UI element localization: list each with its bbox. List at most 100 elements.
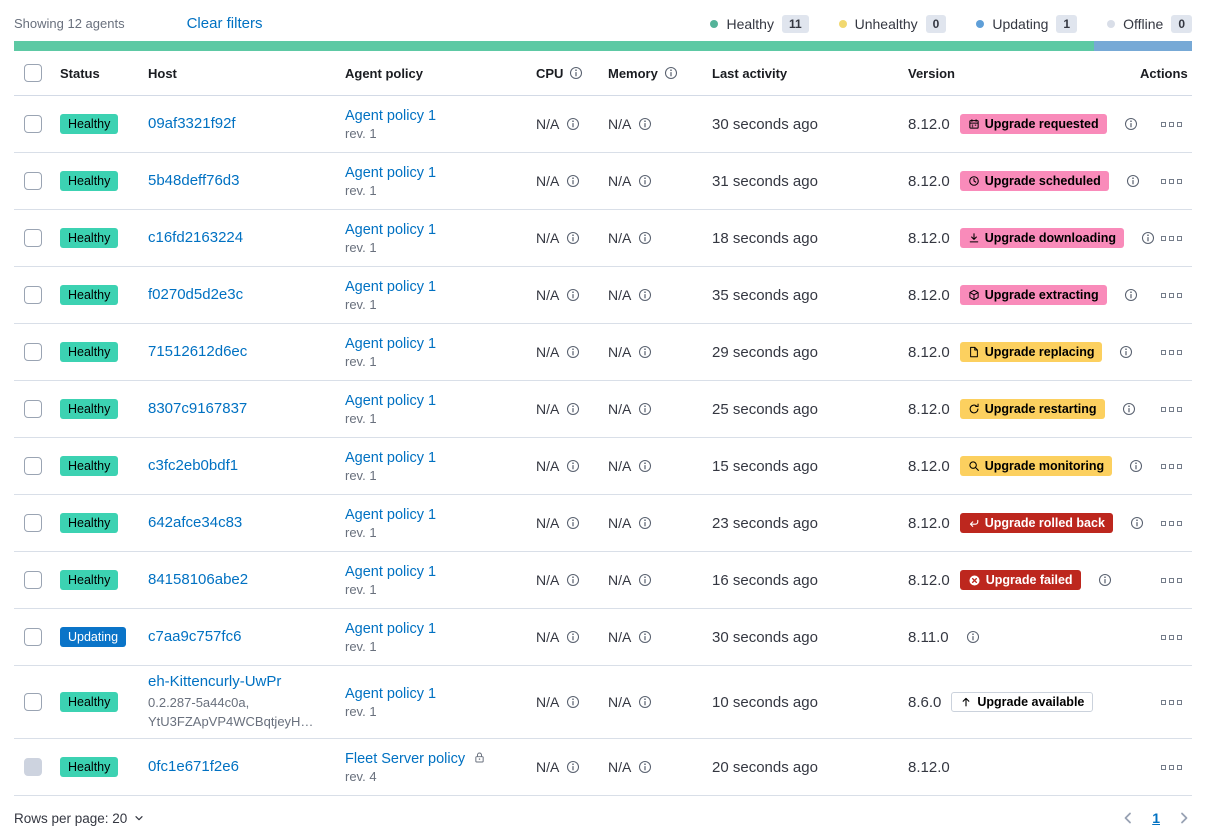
info-icon[interactable] <box>638 231 652 245</box>
row-checkbox[interactable] <box>24 115 42 133</box>
previous-page-button[interactable] <box>1120 810 1136 826</box>
row-checkbox[interactable] <box>24 758 42 777</box>
upgrade-info-icon[interactable] <box>1119 345 1133 359</box>
clear-filters-link[interactable]: Clear filters <box>186 15 263 32</box>
last-activity-value: 10 seconds ago <box>712 693 818 711</box>
info-icon[interactable] <box>638 174 652 188</box>
upgrade-info-icon[interactable] <box>1122 402 1136 416</box>
host-link[interactable]: c7aa9c757fc6 <box>148 627 242 645</box>
host-link[interactable]: 642afce34c83 <box>148 513 243 531</box>
host-link[interactable]: 0fc1e671f2e6 <box>148 758 239 776</box>
actions-menu-button[interactable] <box>1161 121 1182 127</box>
row-checkbox[interactable] <box>24 628 42 646</box>
info-icon[interactable] <box>638 402 652 416</box>
info-icon[interactable] <box>566 695 580 709</box>
agent-policy-link[interactable]: Agent policy 1 <box>345 506 437 523</box>
actions-menu-button[interactable] <box>1161 577 1182 583</box>
legend-item-offline[interactable]: Offline 0 <box>1107 14 1192 33</box>
agent-policy-link[interactable]: Agent policy 1 <box>345 335 437 352</box>
actions-menu-button[interactable] <box>1161 235 1182 241</box>
agent-policy-link[interactable]: Fleet Server policy <box>345 750 466 767</box>
row-checkbox[interactable] <box>24 286 42 304</box>
info-icon[interactable] <box>638 288 652 302</box>
info-icon[interactable] <box>638 459 652 473</box>
agent-policy-link[interactable]: Agent policy 1 <box>345 620 437 637</box>
select-all-checkbox[interactable] <box>24 64 42 82</box>
actions-menu-button[interactable] <box>1161 634 1182 640</box>
host-link[interactable]: c16fd2163224 <box>148 228 244 246</box>
row-checkbox[interactable] <box>24 172 42 190</box>
info-icon[interactable] <box>638 760 652 774</box>
info-icon[interactable] <box>569 66 583 80</box>
info-icon[interactable] <box>566 345 580 359</box>
page-number-1[interactable]: 1 <box>1152 810 1160 827</box>
agent-policy-link[interactable]: Agent policy 1 <box>345 107 437 124</box>
legend-item-unhealthy[interactable]: Unhealthy 0 <box>838 14 947 33</box>
actions-menu-button[interactable] <box>1161 406 1182 412</box>
upgrade-info-icon[interactable] <box>1124 288 1138 302</box>
info-icon[interactable] <box>638 345 652 359</box>
row-checkbox[interactable] <box>24 514 42 532</box>
host-link[interactable]: 84158106abe2 <box>148 570 249 588</box>
actions-menu-button[interactable] <box>1161 520 1182 526</box>
agent-policy-link[interactable]: Agent policy 1 <box>345 221 437 238</box>
actions-menu-button[interactable] <box>1161 463 1182 469</box>
row-checkbox[interactable] <box>24 571 42 589</box>
row-checkbox[interactable] <box>24 343 42 361</box>
agent-policy-link[interactable]: Agent policy 1 <box>345 392 437 409</box>
actions-menu-button[interactable] <box>1161 349 1182 355</box>
host-link[interactable]: 71512612d6ec <box>148 342 248 360</box>
next-page-button[interactable] <box>1176 810 1192 826</box>
upgrade-info-icon[interactable] <box>1124 117 1138 131</box>
agent-policy-link[interactable]: Agent policy 1 <box>345 278 437 295</box>
row-checkbox[interactable] <box>24 400 42 418</box>
info-icon[interactable] <box>566 459 580 473</box>
host-link[interactable]: c3fc2eb0bdf1 <box>148 456 239 474</box>
table-body: Healthy 09af3321f92f Agent policy 1 rev.… <box>14 96 1192 797</box>
upgrade-info-icon[interactable] <box>1098 573 1112 587</box>
host-link[interactable]: 09af3321f92f <box>148 114 236 132</box>
info-icon[interactable] <box>638 516 652 530</box>
info-icon[interactable] <box>566 288 580 302</box>
column-header-last-activity: Last activity <box>712 65 788 81</box>
actions-menu-button[interactable] <box>1161 699 1182 705</box>
info-icon[interactable] <box>566 630 580 644</box>
info-icon[interactable] <box>638 573 652 587</box>
info-icon[interactable] <box>566 516 580 530</box>
info-icon[interactable] <box>638 695 652 709</box>
info-icon[interactable] <box>566 573 580 587</box>
row-checkbox[interactable] <box>24 457 42 475</box>
info-icon[interactable] <box>566 117 580 131</box>
host-link[interactable]: f0270d5d2e3c <box>148 285 244 303</box>
info-icon[interactable] <box>664 66 678 80</box>
upgrade-info-icon[interactable] <box>1126 174 1140 188</box>
info-icon[interactable] <box>566 760 580 774</box>
row-checkbox[interactable] <box>24 229 42 247</box>
upgrade-info-icon[interactable] <box>1141 231 1155 245</box>
upgrade-info-icon[interactable] <box>1129 459 1143 473</box>
upgrade-info-icon[interactable] <box>1130 516 1144 530</box>
info-icon[interactable] <box>638 630 652 644</box>
agent-policy-link[interactable]: Agent policy 1 <box>345 685 437 702</box>
toolbar: Showing 12 agents Clear filters Healthy … <box>14 0 1192 34</box>
legend-item-updating[interactable]: Updating 1 <box>976 14 1078 33</box>
legend-item-healthy[interactable]: Healthy 11 <box>710 14 809 33</box>
row-checkbox[interactable] <box>24 693 42 712</box>
actions-menu-button[interactable] <box>1161 178 1182 184</box>
info-icon[interactable] <box>566 231 580 245</box>
status-badge: Healthy <box>60 342 119 362</box>
agent-policy-link[interactable]: Agent policy 1 <box>345 164 437 181</box>
info-icon[interactable] <box>566 174 580 188</box>
agent-policy-link[interactable]: Agent policy 1 <box>345 449 437 466</box>
last-activity-value: 30 seconds ago <box>712 628 818 646</box>
info-icon[interactable] <box>566 402 580 416</box>
actions-menu-button[interactable] <box>1161 292 1182 298</box>
rows-per-page-selector[interactable]: Rows per page: 20 <box>14 811 145 826</box>
info-icon[interactable] <box>638 117 652 131</box>
host-link[interactable]: 8307c9167837 <box>148 399 248 417</box>
host-link[interactable]: eh-Kittencurly-UwPr <box>148 673 282 690</box>
upgrade-info-icon[interactable] <box>966 630 980 644</box>
host-link[interactable]: 5b48deff76d3 <box>148 171 240 189</box>
agent-policy-link[interactable]: Agent policy 1 <box>345 563 437 580</box>
actions-menu-button[interactable] <box>1161 764 1182 770</box>
